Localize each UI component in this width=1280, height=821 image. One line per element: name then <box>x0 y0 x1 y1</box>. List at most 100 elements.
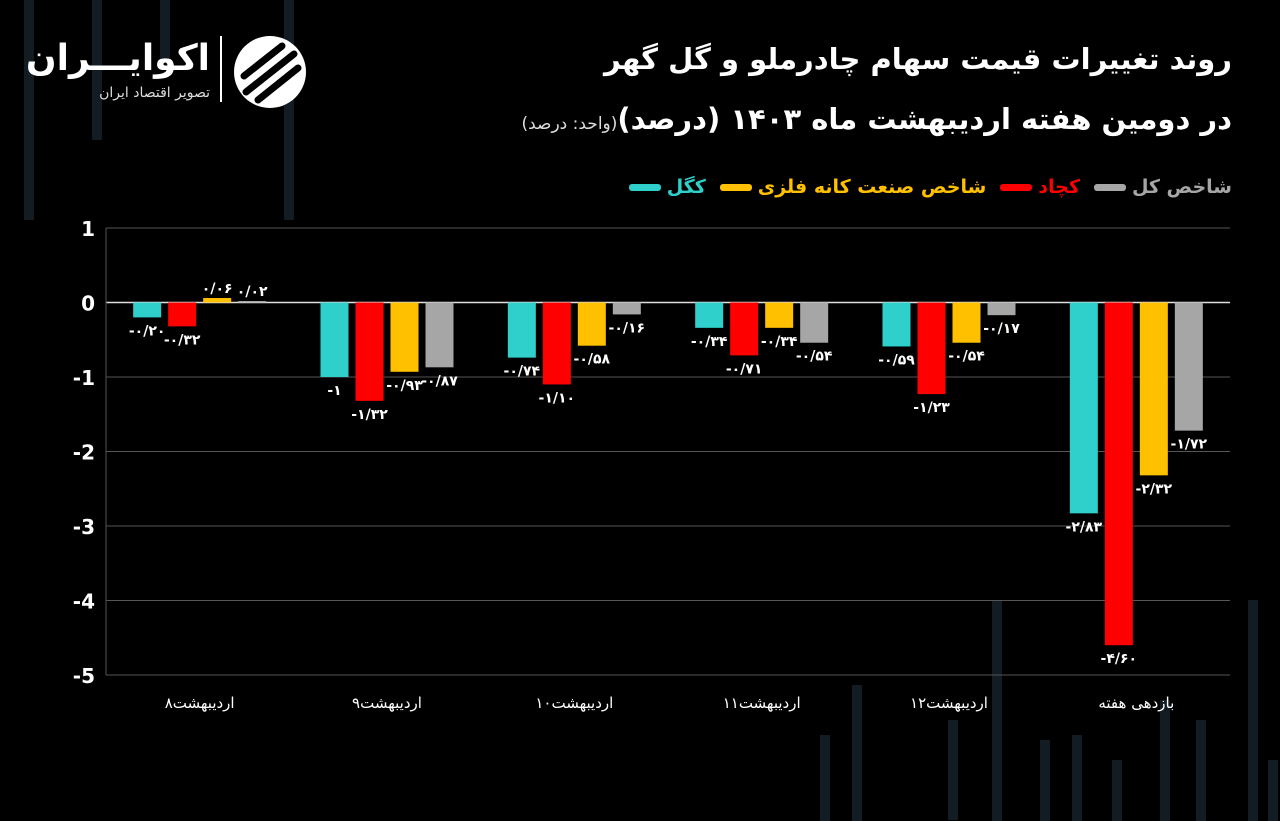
decoration-bar <box>1040 740 1050 821</box>
bar <box>425 302 454 368</box>
data-label: -۰/۱۶ <box>609 320 646 336</box>
data-label: -۰/۵۴ <box>796 349 833 365</box>
chart-title: روند تغییرات قیمت سهام چادرملو و گل گهر <box>603 42 1232 76</box>
data-label: ۰/۰۶ <box>202 281 233 297</box>
decoration-bar <box>1072 735 1082 821</box>
y-tick-label: -1 <box>73 366 95 390</box>
bar <box>882 302 911 347</box>
data-label: ۰/۰۲ <box>237 284 268 300</box>
bar <box>542 302 571 385</box>
data-label: -۰/۵۴ <box>948 349 985 365</box>
y-tick-label: -4 <box>73 590 95 614</box>
legend-label: کچاد <box>1038 176 1080 198</box>
decoration-bar <box>284 0 294 220</box>
data-label: -۰/۳۴ <box>691 334 728 350</box>
legend-item-shakhes-kaneh: شاخص صنعت کانه فلزی <box>719 176 987 198</box>
legend-item-kchad: کچاد <box>1000 176 1080 198</box>
decoration-bar <box>24 0 34 220</box>
decoration-bar <box>820 735 830 821</box>
data-label: -۰/۲۰ <box>129 323 166 339</box>
brand-name: اکوایـــران <box>25 38 210 79</box>
legend-swatch <box>1093 183 1126 191</box>
bar <box>1174 302 1203 431</box>
data-label: -۲/۸۳ <box>1066 519 1103 535</box>
legend-item-kgol: کگل <box>628 176 706 198</box>
bar <box>133 302 162 318</box>
legend-swatch <box>719 183 752 191</box>
decoration-bar <box>92 0 102 140</box>
bar <box>238 301 267 303</box>
y-tick-label: -3 <box>73 515 95 539</box>
x-tick-label: اردیبهشت۸ <box>165 694 235 712</box>
bar <box>390 302 419 372</box>
brand-tagline: تصویر اقتصاد ایران <box>99 85 210 101</box>
decoration-bar <box>1248 600 1258 821</box>
bar <box>987 302 1016 316</box>
data-label: -۱/۲۳ <box>913 400 950 416</box>
bar <box>952 302 981 343</box>
data-label: -۰/۵۹ <box>878 352 915 368</box>
bar <box>1139 302 1168 476</box>
chart-subtitle: در دومین هفته اردیبهشت ماه ۱۴۰۳ (درصد) <box>617 102 1232 136</box>
bar <box>695 302 724 328</box>
legend-item-shakhes-kol: شاخص کل <box>1093 176 1232 198</box>
legend-label: شاخص صنعت کانه فلزی <box>757 176 987 198</box>
y-tick-label: 1 <box>81 217 95 241</box>
bar <box>577 302 606 346</box>
bar <box>168 302 197 327</box>
y-tick-label: 0 <box>81 292 95 316</box>
bar <box>1069 302 1098 514</box>
decoration-bar <box>948 720 958 820</box>
data-label: -۴/۶۰ <box>1101 651 1138 667</box>
legend-label: شاخص کل <box>1131 176 1232 198</box>
bar <box>917 302 946 395</box>
data-label: -۰/۳۴ <box>761 334 798 350</box>
unit-note: (واحد: درصد) <box>521 114 618 134</box>
data-label: -۰/۹۳ <box>386 378 423 394</box>
decoration-bar <box>992 600 1002 821</box>
bar <box>320 302 349 377</box>
data-label: -۰/۷۱ <box>726 361 763 377</box>
data-label: -۱/۷۲ <box>1171 437 1208 453</box>
bar <box>507 302 536 358</box>
bar <box>1104 302 1133 646</box>
y-tick-label: -5 <box>73 664 95 688</box>
ekoiran-logo-icon <box>234 36 306 108</box>
chart-subtitle-row: در دومین هفته اردیبهشت ماه ۱۴۰۳ (درصد)(و… <box>521 102 1232 136</box>
x-tick-label: بازدهی هفته <box>1098 694 1174 712</box>
bar <box>730 302 759 356</box>
data-label: -۰/۷۴ <box>504 364 541 380</box>
chart-legend: کگل شاخص صنعت کانه فلزی کچاد شاخص کل <box>628 176 1232 198</box>
decoration-bar <box>1160 700 1170 821</box>
decoration-bar <box>1196 720 1206 821</box>
data-label: -۱ <box>327 383 341 399</box>
data-label: -۰/۸۷ <box>421 373 458 389</box>
bar <box>612 302 641 315</box>
data-label: -۱/۳۲ <box>351 407 388 423</box>
decoration-bar <box>852 685 862 821</box>
decoration-bar <box>160 0 170 60</box>
brand-logo: اکوایـــران تصویر اقتصاد ایران <box>25 32 320 112</box>
x-tick-label: اردیبهشت۱۲ <box>910 694 988 712</box>
bar <box>203 298 232 303</box>
y-tick-label: -2 <box>73 441 95 465</box>
legend-label: کگل <box>666 176 706 198</box>
brand-separator <box>220 36 222 102</box>
data-label: -۱/۱۰ <box>539 390 576 406</box>
data-label: -۲/۳۲ <box>1136 481 1173 497</box>
bar <box>355 302 384 401</box>
x-tick-label: اردیبهشت۹ <box>352 694 422 712</box>
decoration-bar <box>1268 760 1278 821</box>
bar <box>765 302 794 328</box>
x-tick-label: اردیبهشت۱۰ <box>535 694 613 712</box>
data-label: -۰/۳۲ <box>164 332 201 348</box>
data-label: -۰/۵۸ <box>574 352 611 368</box>
decoration-bar <box>1112 760 1122 821</box>
legend-swatch <box>628 183 661 191</box>
x-tick-label: اردیبهشت۱۱ <box>723 694 801 712</box>
data-label: -۰/۱۷ <box>983 321 1020 337</box>
legend-swatch <box>1000 183 1033 191</box>
bar <box>800 302 829 343</box>
